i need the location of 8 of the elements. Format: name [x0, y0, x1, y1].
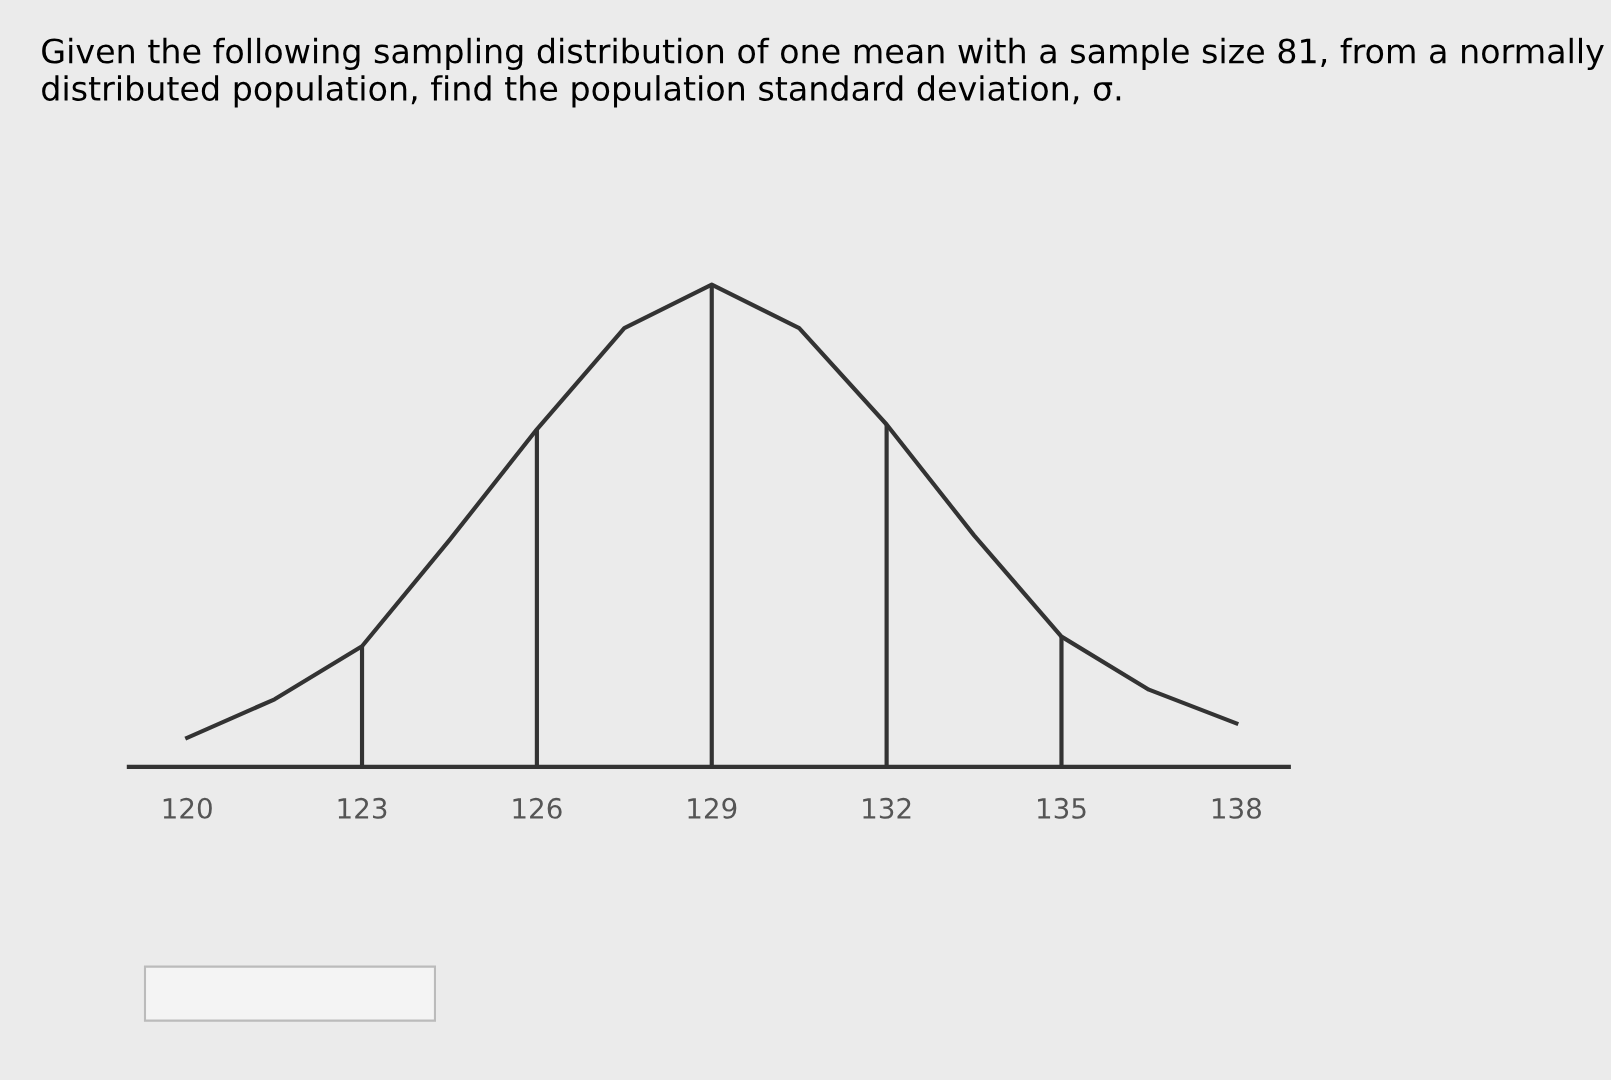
x-tick-label: 132 — [863, 797, 911, 819]
x-tick-label: 135 — [1038, 797, 1086, 819]
x-tick-label: 126 — [513, 797, 562, 819]
x-tick-label: 138 — [1212, 797, 1261, 819]
chart-title: Given the following sampling distribution of one mean with a sample size 81, from a normally distributed population, find the population standard deviation, σ. — [42, 37, 1604, 108]
x-tick-label: 129 — [688, 797, 737, 819]
x-tick-label: 120 — [163, 797, 212, 819]
x-tick-label: 123 — [338, 797, 387, 819]
